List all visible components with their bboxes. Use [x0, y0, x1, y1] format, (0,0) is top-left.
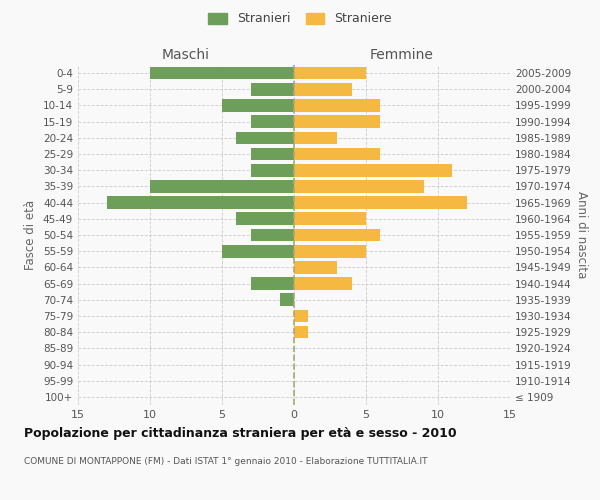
Text: Femmine: Femmine — [370, 48, 434, 62]
Bar — [222, 99, 294, 112]
Bar — [251, 148, 294, 160]
Bar — [236, 212, 294, 225]
Bar — [294, 132, 337, 144]
Bar — [294, 99, 380, 112]
Bar — [294, 116, 380, 128]
Bar — [294, 310, 308, 322]
Bar — [294, 164, 452, 176]
Bar — [294, 180, 424, 192]
Bar — [294, 278, 352, 290]
Bar — [294, 245, 366, 258]
Bar — [251, 164, 294, 176]
Bar — [294, 212, 366, 225]
Bar — [294, 261, 337, 274]
Y-axis label: Fasce di età: Fasce di età — [25, 200, 37, 270]
Bar — [251, 228, 294, 241]
Y-axis label: Anni di nascita: Anni di nascita — [575, 192, 588, 278]
Bar — [251, 278, 294, 290]
Legend: Stranieri, Straniere: Stranieri, Straniere — [205, 8, 395, 29]
Bar — [236, 132, 294, 144]
Bar — [107, 196, 294, 209]
Bar — [150, 67, 294, 80]
Bar — [251, 116, 294, 128]
Bar — [294, 148, 380, 160]
Bar — [294, 326, 308, 338]
Bar — [294, 67, 366, 80]
Text: Popolazione per cittadinanza straniera per età e sesso - 2010: Popolazione per cittadinanza straniera p… — [24, 428, 457, 440]
Bar — [280, 294, 294, 306]
Text: COMUNE DI MONTAPPONE (FM) - Dati ISTAT 1° gennaio 2010 - Elaborazione TUTTITALIA: COMUNE DI MONTAPPONE (FM) - Dati ISTAT 1… — [24, 458, 427, 466]
Bar — [294, 83, 352, 96]
Bar — [294, 228, 380, 241]
Bar — [222, 245, 294, 258]
Text: Maschi: Maschi — [162, 48, 210, 62]
Bar — [150, 180, 294, 192]
Bar — [251, 83, 294, 96]
Bar — [294, 196, 467, 209]
